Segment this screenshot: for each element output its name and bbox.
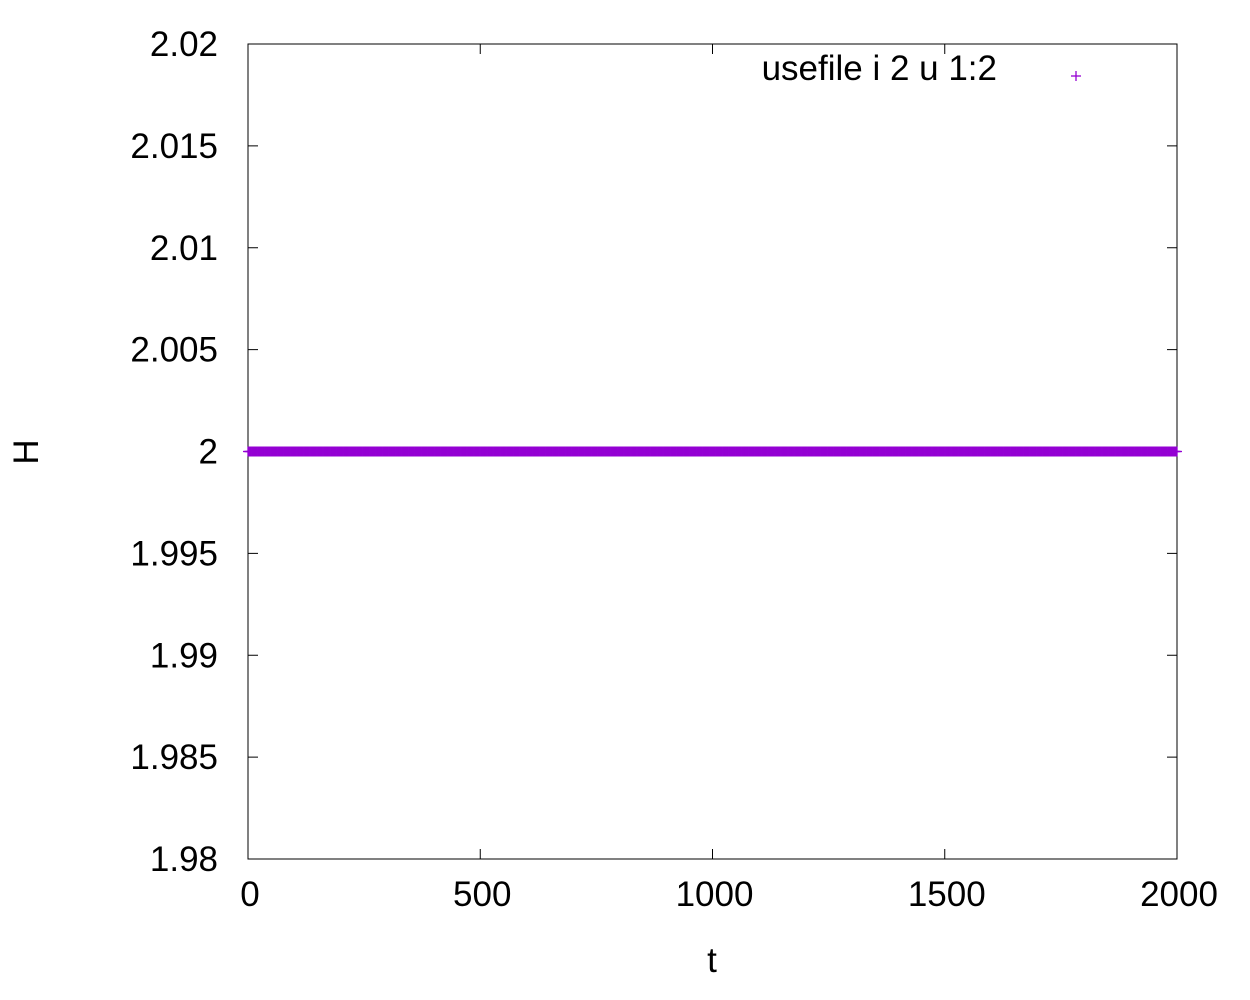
y-tick-label: 1.985 — [130, 738, 218, 777]
tick-labels: 1.98 1.985 1.99 1.995 2 2.005 2.01 2.015 2.02 0 50… — [130, 25, 1218, 914]
y-tick-label: 2.01 — [150, 229, 218, 268]
y-tick-label: 2.015 — [130, 127, 218, 166]
y-tick-label: 1.995 — [130, 534, 218, 573]
data-point — [1172, 446, 1182, 457]
x-axis-title: t — [707, 941, 717, 980]
x-tick-label: 2000 — [1140, 875, 1218, 914]
y-tick-label: 2.02 — [150, 25, 218, 64]
x-tick-label: 0 — [240, 875, 259, 914]
x-tick-label: 500 — [453, 875, 511, 914]
x-tick-label: 1500 — [908, 875, 986, 914]
y-tick-label: 1.98 — [150, 840, 218, 879]
legend-marker-plus — [1071, 71, 1081, 81]
y-tick-label: 2.005 — [130, 331, 218, 370]
y-axis-title: H — [7, 439, 46, 464]
legend: usefile i 2 u 1:2 — [762, 49, 1081, 88]
x-tick-label: 1000 — [676, 875, 754, 914]
data-series — [243, 446, 1182, 457]
legend-entry-label: usefile i 2 u 1:2 — [762, 49, 997, 88]
y-tick-label: 2 — [199, 433, 218, 472]
y-tick-label: 1.99 — [150, 636, 218, 675]
